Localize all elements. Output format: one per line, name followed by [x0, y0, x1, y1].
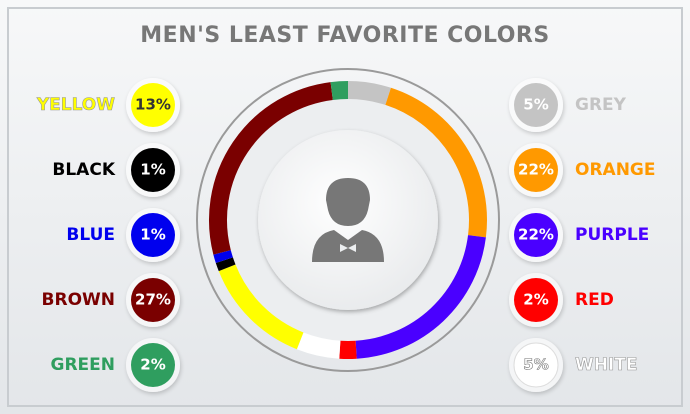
- outer-ring: [196, 68, 500, 372]
- legend-swatch: [514, 213, 558, 257]
- value-label: 1%: [140, 161, 165, 179]
- legend-swatch: [131, 213, 175, 257]
- value-label: 22%: [518, 226, 554, 244]
- legend-label: ORANGE: [575, 160, 656, 180]
- legend-label: WHITE: [575, 355, 638, 375]
- legend-swatch: [513, 342, 559, 388]
- donut-segment: [347, 81, 391, 105]
- legend-label: BLACK: [52, 160, 115, 180]
- legend-label: YELLOW: [36, 95, 115, 115]
- legend-swatch: [514, 148, 558, 192]
- legend-label: GREEN: [51, 355, 116, 375]
- donut-segment: [385, 87, 487, 238]
- legend-label: RED: [575, 290, 614, 310]
- donut-segment: [296, 332, 341, 359]
- bowtie: [340, 244, 356, 252]
- value-label: 2%: [140, 356, 165, 374]
- chart-title: MEN'S LEAST FAVORITE COLORS: [140, 23, 549, 48]
- donut-segment: [215, 257, 236, 272]
- legend-swatch: [131, 83, 175, 127]
- donut-segment: [213, 250, 233, 263]
- head: [326, 178, 370, 226]
- value-label: 13%: [135, 96, 171, 114]
- value-label: 27%: [135, 291, 171, 309]
- value-label: 5%: [523, 96, 548, 114]
- value-label: 1%: [140, 226, 165, 244]
- donut-segment: [330, 81, 349, 100]
- legend-label: BLUE: [66, 225, 115, 245]
- legend-label: PURPLE: [575, 225, 649, 245]
- legend-swatch: [514, 83, 558, 127]
- value-label: 2%: [523, 291, 548, 309]
- donut-segment: [209, 82, 333, 255]
- legend-swatch: [131, 278, 175, 322]
- donut-segment: [218, 264, 304, 350]
- frame: [7, 7, 683, 407]
- legend-swatch: [131, 148, 175, 192]
- donut-segment: [355, 235, 486, 359]
- body: [312, 230, 384, 262]
- person-icon: [312, 178, 384, 262]
- legend-label: GREY: [575, 95, 627, 115]
- value-label: 5%: [523, 356, 548, 374]
- legend-swatch: [514, 278, 558, 322]
- legend-label: BROWN: [42, 290, 115, 310]
- value-label: 22%: [518, 161, 554, 179]
- legend-swatch: [131, 343, 175, 387]
